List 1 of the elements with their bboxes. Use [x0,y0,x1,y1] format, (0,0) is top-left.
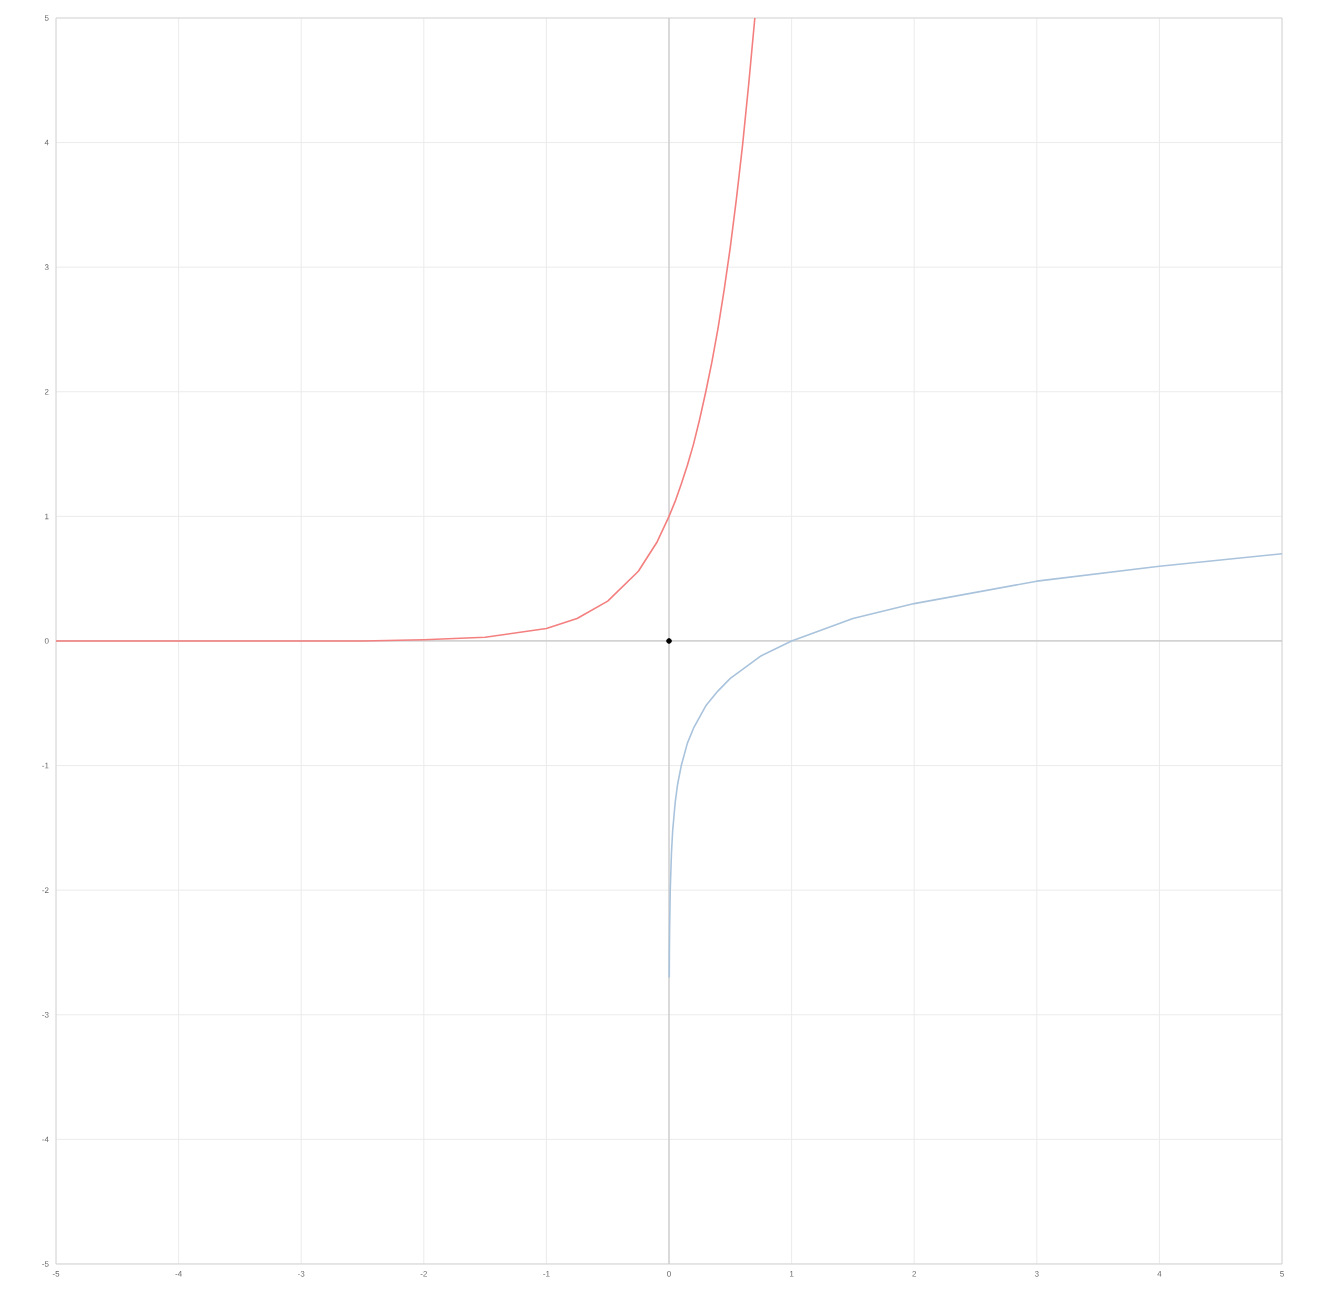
line-series [668,552,1283,979]
